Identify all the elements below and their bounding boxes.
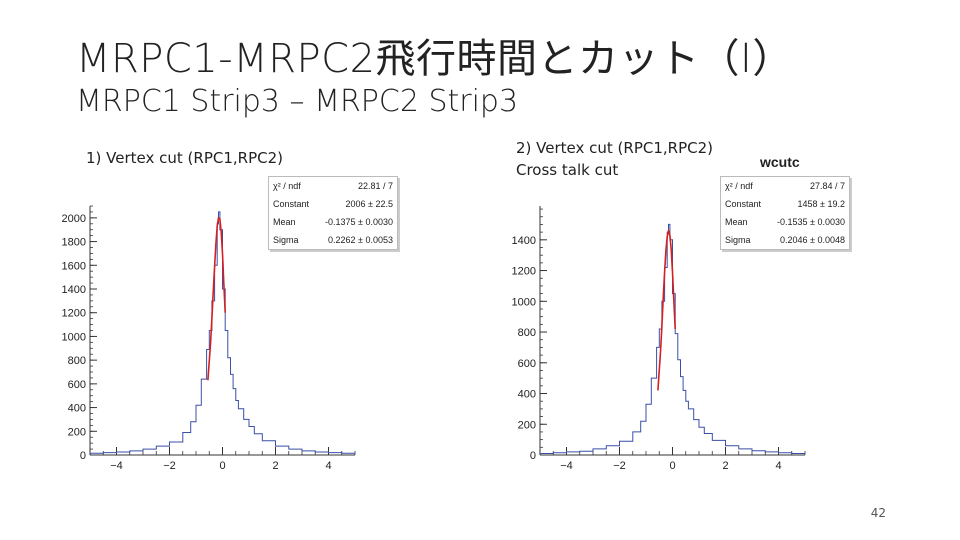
chart2-panel: 0 200 400 600 800 1000 1200 1400 −4 −2 0 2 4 (490, 178, 820, 478)
chart2-y-tick-label: 200 (518, 419, 536, 431)
slide-title: MRPC1-MRPC2飛行時間とカット（I） (76, 36, 793, 82)
chart1-x-tick-label: 0 (219, 460, 225, 472)
chart2-y-tick-label: 1400 (512, 235, 536, 247)
chart2-stat-label: Sigma (725, 235, 751, 245)
chart1-x-tick-label: 4 (325, 460, 331, 472)
chart1-stat-value: -0.1375 ± 0.0030 (325, 217, 393, 227)
page-number: 42 (870, 506, 886, 520)
chart2-svg: 0 200 400 600 800 1000 1200 1400 −4 −2 0 2 4 (512, 206, 806, 472)
chart2-x-tick-label: 2 (722, 460, 728, 472)
chart2-y-tick-label: 1200 (512, 266, 536, 278)
chart1-series-histogram (90, 211, 356, 454)
chart2-stats-box: χ² / ndf 27.84 / 7 Constant 1458 ± 19.2 Me… (720, 176, 850, 250)
chart2-stat-label: Mean (725, 217, 748, 227)
chart1-y-tick-label: 1600 (62, 260, 86, 272)
chart1-y-tick-label: 600 (68, 379, 86, 391)
chart1-y-tick-label: 200 (68, 426, 86, 438)
chart2-caption-line1: 2) Vertex cut (RPC1,RPC2) (516, 139, 713, 157)
chart1-y-tick-label: 0 (80, 450, 86, 462)
chart2-stat-value: 1458 ± 19.2 (797, 199, 845, 209)
chart2-x-tick-label: −2 (613, 460, 626, 472)
chart2-x-tick-label: −4 (560, 460, 573, 472)
chart1-stat-value: 2006 ± 22.5 (345, 199, 393, 209)
chart2-stat-value: -0.1535 ± 0.0030 (777, 217, 845, 227)
chart2-series-histogram (540, 223, 806, 454)
chart1-svg: 0 200 400 600 800 1000 1200 1400 1600 1800 2000 −4 −… (62, 205, 356, 472)
chart1-y-tick-label: 1000 (62, 331, 86, 343)
chart2-y-tick-label: 400 (518, 389, 536, 401)
chart2-stat-value: 0.2046 ± 0.0048 (780, 235, 845, 245)
chart1-y-tick-label: 1400 (62, 284, 86, 296)
chart1-stat-label: Mean (273, 217, 296, 227)
chart1-series-fit (207, 216, 226, 381)
chart1-stat-label: Constant (273, 199, 310, 209)
chart2-x-tick-label: 0 (669, 460, 675, 472)
slide-subtitle: MRPC1 Strip3 – MRPC2 Strip3 (76, 84, 519, 119)
chart2-y-tick-label: 800 (518, 327, 536, 339)
chart1-y-tick-label: 400 (68, 403, 86, 415)
chart1-stats-box: χ² / ndf 22.81 / 7 Constant 2006 ± 22.5 Me… (268, 176, 398, 250)
chart1-panel: 0 200 400 600 800 1000 1200 1400 1600 1800 2000 −4 −… (40, 178, 370, 478)
chart2-stat-label: χ² / ndf (725, 181, 753, 191)
chart1-caption: 1) Vertex cut (RPC1,RPC2) (86, 149, 283, 167)
chart1-y-tick-label: 1200 (62, 308, 86, 320)
chart2-x-tick-label: 4 (775, 460, 781, 472)
chart1-stat-label: χ² / ndf (273, 181, 301, 191)
chart2-stat-value: 27.84 / 7 (809, 181, 845, 191)
chart2-caption-line2: Cross talk cut (516, 161, 619, 179)
chart2-hist-name: wcutc (756, 154, 804, 170)
chart2-y-tick-label: 600 (518, 358, 536, 370)
chart1-stat-value: 22.81 / 7 (357, 181, 393, 191)
chart1-y-tick-label: 800 (68, 355, 86, 367)
chart1-y-tick-label: 2000 (62, 213, 86, 225)
chart2-y-tick-label: 1000 (512, 296, 536, 308)
chart1-y-tick-label: 1800 (62, 237, 86, 249)
chart1-x-tick-label: −4 (110, 460, 123, 472)
chart2-y-tick-label: 0 (530, 450, 536, 462)
chart1-stat-value: 0.2262 ± 0.0053 (328, 235, 393, 245)
chart2-stat-label: Constant (725, 199, 762, 209)
chart1-x-tick-label: −2 (163, 460, 176, 472)
chart1-stat-label: Sigma (273, 235, 299, 245)
chart1-x-tick-label: 2 (272, 460, 278, 472)
chart2-series-fit (657, 227, 676, 391)
